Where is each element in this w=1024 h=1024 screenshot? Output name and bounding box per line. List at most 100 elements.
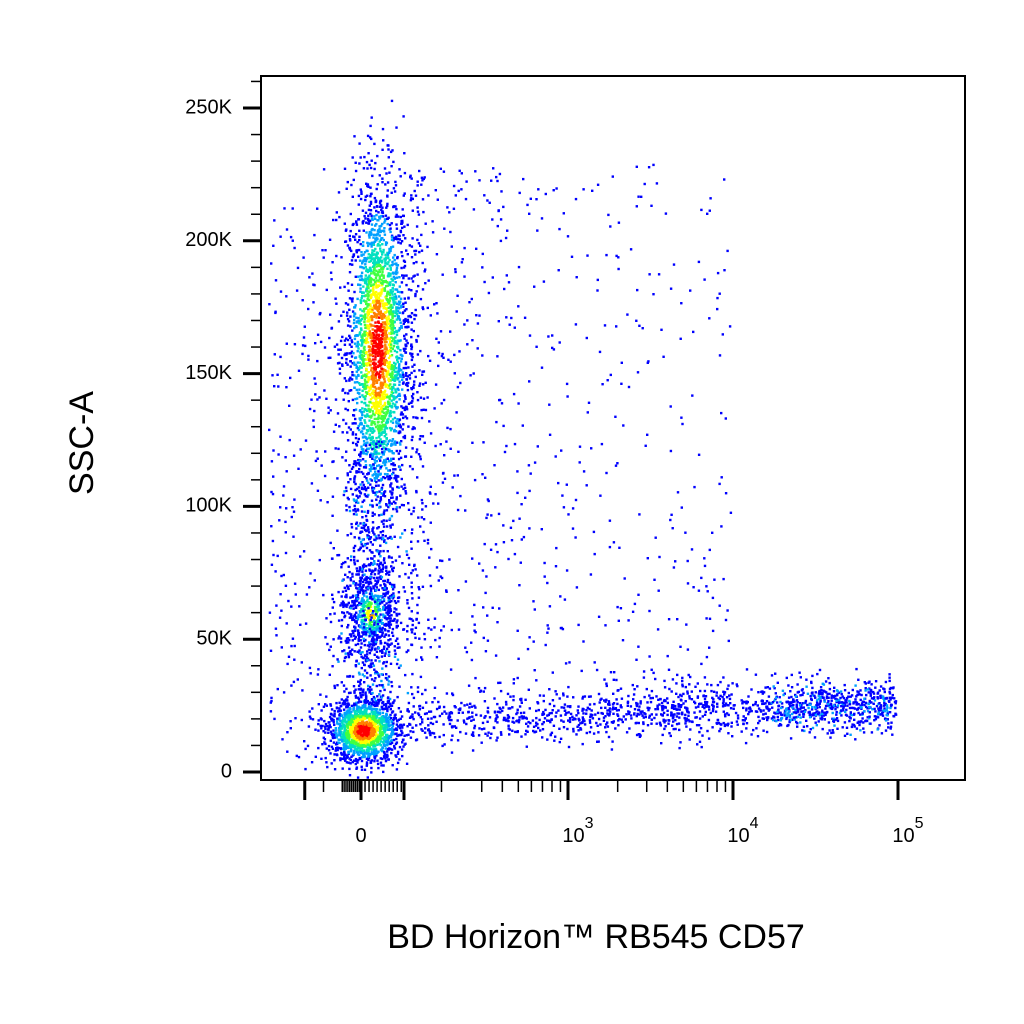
event-dot — [362, 600, 365, 603]
event-dot — [381, 243, 384, 246]
event-dot — [323, 738, 327, 741]
event-dot — [350, 522, 353, 526]
event-dot — [381, 127, 385, 131]
event-dot — [383, 396, 386, 399]
event-dot — [360, 635, 363, 638]
event-dot — [358, 162, 361, 165]
event-dot — [353, 135, 356, 138]
event-dot — [394, 281, 397, 284]
event-dot — [361, 262, 364, 265]
event-dot — [361, 433, 365, 436]
event-dot — [388, 581, 391, 585]
event-dot — [396, 316, 400, 319]
event-dot — [381, 395, 384, 398]
event-dot — [390, 291, 393, 295]
event-dot — [390, 614, 393, 617]
event-dot — [360, 339, 364, 342]
event-dot — [395, 263, 398, 267]
event-dot — [369, 349, 372, 353]
event-dot — [371, 640, 374, 643]
event-dot — [384, 261, 387, 265]
event-dot — [355, 251, 358, 254]
event-dot — [309, 717, 312, 720]
event-dot — [408, 563, 411, 566]
event-dot — [376, 350, 379, 353]
event-dot — [388, 413, 392, 417]
event-dot — [397, 307, 401, 310]
event-dot — [387, 356, 391, 360]
event-dot — [366, 380, 370, 384]
event-dot — [364, 362, 368, 365]
event-dot — [367, 576, 370, 580]
event-dot — [400, 291, 404, 294]
event-dot — [359, 710, 362, 714]
event-dot — [333, 753, 336, 756]
event-dot — [378, 348, 381, 351]
event-dot — [370, 214, 373, 217]
event-dot — [373, 461, 377, 464]
event-dot — [387, 156, 390, 159]
event-dot — [361, 745, 364, 749]
event-dot — [381, 334, 384, 338]
event-dot — [397, 457, 401, 461]
event-dot — [401, 254, 404, 258]
event-dot — [357, 742, 361, 745]
event-dot — [377, 750, 380, 753]
event-dot — [395, 276, 399, 279]
event-dot — [371, 683, 375, 686]
event-dot — [372, 382, 375, 385]
event-dot — [373, 597, 376, 601]
event-dot — [395, 662, 399, 666]
event-dot — [348, 509, 352, 513]
event-dot — [377, 569, 380, 572]
event-dot — [390, 720, 393, 723]
event-dot — [389, 375, 393, 379]
event-dot — [363, 155, 366, 159]
event-dot — [381, 404, 385, 408]
event-dot — [382, 280, 386, 283]
event-dot — [360, 366, 363, 369]
event-dot — [368, 291, 371, 294]
event-dot — [345, 715, 348, 718]
event-dot — [376, 379, 379, 382]
event-dot — [376, 183, 379, 186]
event-dot — [322, 705, 326, 708]
event-dot — [363, 256, 366, 260]
event-dot — [366, 509, 370, 513]
event-dot — [349, 604, 353, 607]
event-dot — [373, 249, 376, 253]
event-dot — [396, 374, 399, 377]
event-dot — [359, 421, 362, 425]
event-dot — [418, 382, 422, 385]
event-dot — [401, 731, 404, 734]
event-dot — [348, 612, 351, 615]
event-dot — [392, 378, 395, 381]
event-dot — [362, 374, 366, 378]
event-dot — [372, 733, 376, 736]
event-dot — [354, 510, 357, 513]
event-dot — [368, 360, 371, 363]
event-dot — [354, 726, 357, 729]
event-dot — [392, 594, 395, 598]
event-dot — [349, 376, 352, 379]
event-dot — [359, 694, 362, 697]
event-dot — [358, 584, 362, 587]
event-dot — [371, 691, 374, 695]
event-dot — [369, 536, 373, 539]
event-dot — [336, 684, 339, 687]
event-dot — [398, 327, 401, 331]
event-dot — [335, 211, 338, 214]
event-dot — [371, 628, 374, 632]
event-dot — [384, 405, 388, 408]
event-dot — [385, 525, 389, 528]
event-dot — [405, 249, 408, 252]
event-dot — [366, 194, 369, 197]
event-dot — [371, 743, 374, 747]
event-dot — [392, 507, 395, 511]
event-dot — [398, 745, 402, 749]
event-dot — [405, 319, 408, 322]
event-dot — [387, 317, 391, 321]
event-dot — [379, 544, 382, 547]
event-dot — [329, 725, 332, 729]
event-dot — [390, 326, 393, 329]
